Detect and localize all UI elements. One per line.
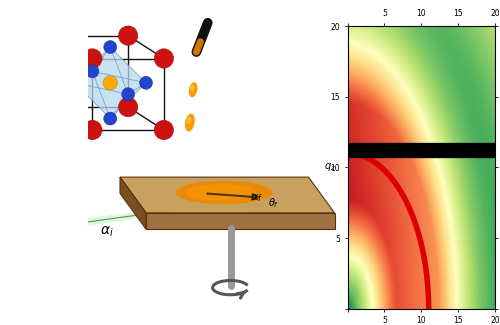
- Polygon shape: [74, 83, 128, 119]
- Circle shape: [122, 88, 134, 101]
- Polygon shape: [74, 72, 110, 119]
- Polygon shape: [110, 83, 146, 119]
- Polygon shape: [74, 47, 128, 94]
- Circle shape: [140, 76, 152, 89]
- Polygon shape: [218, 200, 322, 229]
- Polygon shape: [146, 213, 334, 229]
- Circle shape: [103, 76, 118, 90]
- Polygon shape: [120, 177, 334, 213]
- Polygon shape: [191, 85, 194, 90]
- Polygon shape: [110, 47, 146, 94]
- Circle shape: [82, 49, 102, 68]
- Polygon shape: [88, 203, 218, 226]
- Text: $\alpha_i$: $\alpha_i$: [100, 225, 114, 239]
- Polygon shape: [92, 47, 146, 83]
- Ellipse shape: [185, 184, 256, 201]
- Polygon shape: [120, 177, 146, 229]
- Circle shape: [154, 120, 174, 140]
- Circle shape: [118, 26, 138, 46]
- Circle shape: [154, 49, 174, 68]
- Circle shape: [47, 98, 66, 117]
- Y-axis label: $q_z$: $q_z$: [324, 162, 336, 173]
- Polygon shape: [186, 114, 194, 131]
- Circle shape: [104, 112, 117, 125]
- Text: $\theta_f$: $\theta_f$: [268, 196, 279, 210]
- Circle shape: [86, 65, 99, 78]
- Ellipse shape: [176, 181, 273, 204]
- Circle shape: [82, 120, 102, 140]
- Text: $\alpha_f$: $\alpha_f$: [250, 192, 263, 204]
- Polygon shape: [188, 117, 190, 123]
- Polygon shape: [74, 47, 110, 83]
- Circle shape: [104, 41, 117, 54]
- Circle shape: [47, 26, 66, 46]
- Circle shape: [118, 98, 138, 117]
- Circle shape: [68, 76, 81, 89]
- Polygon shape: [92, 72, 146, 119]
- Polygon shape: [190, 83, 196, 97]
